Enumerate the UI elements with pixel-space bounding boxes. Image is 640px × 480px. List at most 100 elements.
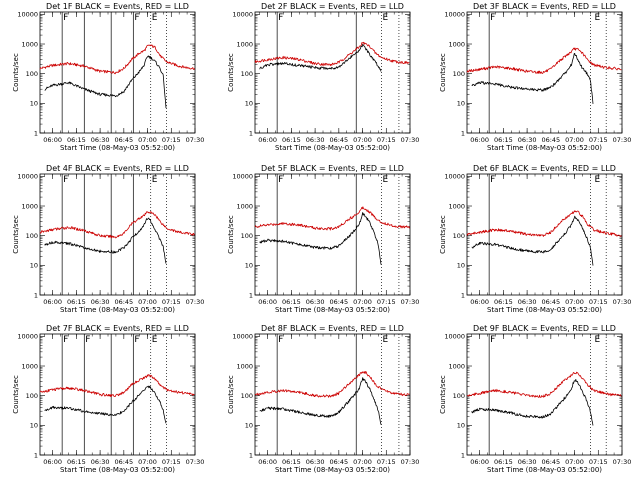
x-tick-label: 07:30 xyxy=(401,458,420,466)
y-tick-label: 1 xyxy=(249,129,253,137)
x-tick-label: 06:45 xyxy=(541,136,560,144)
chart-panel: Det 4F BLACK = Events, RED = LLD 1 10 100 10… xyxy=(12,164,204,314)
chart-title: Det 2F BLACK = Events, RED = LLD xyxy=(261,2,404,11)
y-tick-label: 10 xyxy=(30,262,38,270)
plot-frame xyxy=(254,333,411,456)
y-axis-label: Counts/sec xyxy=(439,375,447,414)
y-tick-label: 10 xyxy=(457,422,465,430)
x-tick-label: 07:00 xyxy=(353,458,372,466)
interval-marker: F xyxy=(63,13,68,23)
interval-marker: F xyxy=(63,335,68,345)
y-tick-label: 1000 xyxy=(21,40,38,48)
y-tick-label: 100 xyxy=(26,70,38,78)
series-line-events xyxy=(259,43,382,72)
x-tick-label: 07:30 xyxy=(401,136,420,144)
x-tick-label: 07:00 xyxy=(353,136,372,144)
series-line-lld xyxy=(39,211,195,239)
chart-title: Det 9F BLACK = Events, RED = LLD xyxy=(473,324,616,333)
x-tick-label: 06:00 xyxy=(43,458,62,466)
x-tick-label: 07:15 xyxy=(589,136,608,144)
interval-marker: F xyxy=(490,13,495,23)
y-tick-label: 100 xyxy=(26,232,38,240)
interval-marker: E xyxy=(383,335,389,345)
y-tick-label: 10000 xyxy=(444,333,465,341)
y-tick-label: 10 xyxy=(457,262,465,270)
x-tick-label: 07:30 xyxy=(186,458,205,466)
plot-frame xyxy=(254,11,411,134)
x-tick-label: 06:00 xyxy=(43,298,62,306)
x-tick-label: 06:30 xyxy=(91,298,110,306)
x-tick-label: 07:30 xyxy=(613,136,632,144)
x-tick-label: 07:30 xyxy=(186,136,205,144)
x-tick-label: 06:00 xyxy=(470,136,489,144)
chart-panel: Det 7F BLACK = Events, RED = LLD 1 10 100 10… xyxy=(12,324,204,474)
chart-panel: Det 8F BLACK = Events, RED = LLD 1 10 100 10… xyxy=(227,324,419,474)
y-tick-label: 1000 xyxy=(448,40,465,48)
y-tick-label: 10 xyxy=(245,422,253,430)
chart-title: Det 8F BLACK = Events, RED = LLD xyxy=(261,324,404,333)
interval-marker: F xyxy=(278,175,283,185)
series-line-events xyxy=(259,212,382,265)
x-tick-label: 06:45 xyxy=(114,136,133,144)
y-tick-label: 10000 xyxy=(17,333,38,341)
x-tick-label: 06:30 xyxy=(518,136,537,144)
y-tick-label: 1 xyxy=(34,129,38,137)
x-tick-label: 06:15 xyxy=(67,298,86,306)
series-line-events xyxy=(471,379,594,426)
x-tick-label: 07:15 xyxy=(162,136,181,144)
x-tick-label: 06:15 xyxy=(282,298,301,306)
y-tick-label: 10000 xyxy=(232,173,253,181)
x-tick-label: 07:00 xyxy=(138,298,157,306)
chart-title: Det 1F BLACK = Events, RED = LLD xyxy=(46,2,189,11)
y-tick-label: 100 xyxy=(453,392,465,400)
y-tick-label: 1000 xyxy=(236,202,253,210)
x-tick-label: 06:00 xyxy=(258,458,277,466)
y-tick-label: 1000 xyxy=(448,202,465,210)
chart-title: Det 5F BLACK = Events, RED = LLD xyxy=(261,164,404,173)
x-tick-label: 06:45 xyxy=(114,458,133,466)
y-tick-label: 10000 xyxy=(17,173,38,181)
chart-panel: Det 3F BLACK = Events, RED = LLD 1 10 100 10… xyxy=(439,2,631,152)
series-line-events xyxy=(259,377,382,425)
x-axis-label: Start Time (08-May-03 05:52:00) xyxy=(60,306,175,314)
y-tick-label: 1000 xyxy=(21,202,38,210)
y-axis-label: Counts/sec xyxy=(12,53,20,92)
y-axis-label: Counts/sec xyxy=(12,375,20,414)
x-tick-label: 06:45 xyxy=(541,298,560,306)
y-tick-label: 1 xyxy=(461,129,465,137)
plot-frame xyxy=(39,333,196,456)
y-tick-label: 100 xyxy=(241,232,253,240)
y-tick-label: 100 xyxy=(453,70,465,78)
x-tick-label: 07:00 xyxy=(353,298,372,306)
chart-panel: Det 1F BLACK = Events, RED = LLD 1 10 100 10… xyxy=(12,2,204,152)
series-line-lld xyxy=(467,371,622,398)
x-tick-label: 06:45 xyxy=(541,458,560,466)
x-axis-label: Start Time (08-May-03 05:52:00) xyxy=(487,144,602,152)
y-tick-label: 10 xyxy=(245,100,253,108)
y-tick-label: 10000 xyxy=(232,11,253,19)
interval-marker: F xyxy=(278,13,283,23)
y-tick-label: 100 xyxy=(26,392,38,400)
x-tick-label: 06:30 xyxy=(91,136,110,144)
series-line-events xyxy=(471,215,594,266)
x-tick-label: 06:30 xyxy=(306,298,325,306)
y-axis-label: Counts/sec xyxy=(227,215,235,254)
y-axis-label: Counts/sec xyxy=(439,53,447,92)
x-tick-label: 06:15 xyxy=(494,136,513,144)
y-axis-label: Counts/sec xyxy=(12,215,20,254)
y-tick-label: 1000 xyxy=(236,362,253,370)
series-line-events xyxy=(471,53,594,104)
chart-panel: Det 9F BLACK = Events, RED = LLD 1 10 100 10… xyxy=(439,324,631,474)
y-tick-label: 100 xyxy=(453,232,465,240)
interval-marker: E xyxy=(152,335,158,345)
plot-frame xyxy=(466,173,623,296)
x-tick-label: 07:30 xyxy=(613,298,632,306)
chart-panel: Det 6F BLACK = Events, RED = LLD 1 10 100 10… xyxy=(439,164,631,314)
x-tick-label: 07:00 xyxy=(565,136,584,144)
x-tick-label: 07:30 xyxy=(186,298,205,306)
y-tick-label: 1 xyxy=(34,451,38,459)
x-tick-label: 06:15 xyxy=(67,458,86,466)
x-tick-label: 07:15 xyxy=(377,136,396,144)
series-line-lld xyxy=(39,374,195,397)
